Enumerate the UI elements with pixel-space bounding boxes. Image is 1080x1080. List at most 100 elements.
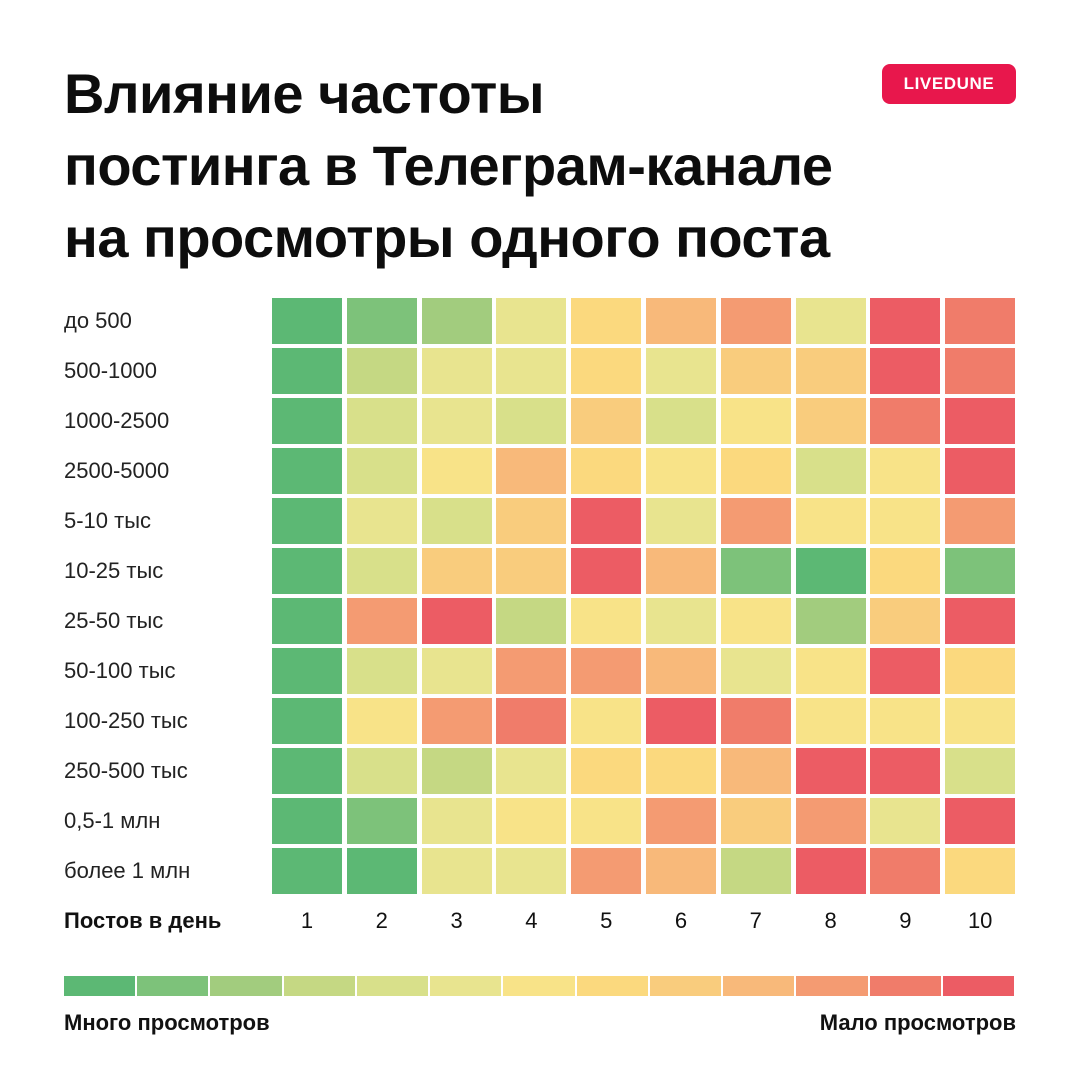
heatmap-cell: [646, 648, 716, 694]
heatmap-cell: [870, 698, 941, 744]
heatmap-cell: [795, 298, 866, 344]
heatmap-cell: [496, 348, 567, 394]
heatmap-cell: [870, 798, 941, 844]
heatmap-cell: [496, 548, 567, 594]
heatmap-cell: [795, 548, 866, 594]
heatmap-cell: [346, 598, 417, 644]
heatmap-cell: [870, 298, 941, 344]
heatmap-cell: [571, 748, 642, 794]
title-line-1: Влияние частоты: [64, 62, 545, 125]
heatmap-cell: [421, 748, 492, 794]
legend-segment: [649, 976, 722, 996]
heatmap-cell: [945, 798, 1016, 844]
heatmap-cell: [496, 848, 567, 894]
legend-high-views-label: Много просмотров: [64, 1010, 270, 1035]
heatmap-cell: [795, 498, 866, 544]
heatmap-cell: [421, 598, 492, 644]
heatmap-cell: [720, 448, 791, 494]
row-label: до 500: [64, 308, 132, 333]
heatmap-cell: [795, 448, 866, 494]
legend-segment: [503, 976, 575, 996]
heatmap-cell: [870, 398, 941, 444]
heatmap-cell: [571, 598, 642, 644]
heatmap-cell: [945, 348, 1016, 394]
heatmap-cell: [646, 448, 716, 494]
x-tick-label: 10: [967, 908, 993, 933]
heatmap-cell: [346, 498, 417, 544]
heatmap-cell: [646, 748, 716, 794]
heatmap-cell: [272, 298, 342, 344]
heatmap-cell: [646, 848, 716, 894]
heatmap-cell: [945, 398, 1016, 444]
legend-segment: [283, 976, 355, 996]
heatmap-cell: [496, 598, 567, 644]
heatmap-cell: [421, 448, 492, 494]
heatmap-cell: [795, 748, 866, 794]
heatmap-cell: [346, 698, 417, 744]
heatmap-cell: [646, 798, 716, 844]
x-tick-label: 7: [749, 908, 762, 933]
heatmap-cell: [571, 698, 642, 744]
row-label: 100-250 тыс: [64, 708, 188, 733]
row-label: 250-500 тыс: [64, 758, 188, 783]
legend-segment: [64, 976, 136, 996]
x-tick-label: 8: [824, 908, 837, 933]
heatmap-cell: [870, 848, 941, 894]
heatmap-cell: [571, 298, 642, 344]
heatmap-cell: [720, 398, 791, 444]
legend-segment: [576, 976, 648, 996]
heatmap-cell: [720, 848, 791, 894]
heatmap-cell: [945, 698, 1016, 744]
row-label: 500-1000: [64, 358, 157, 383]
legend-low-views-label: Мало просмотров: [819, 1010, 1016, 1035]
heatmap-cell: [945, 848, 1016, 894]
x-tick-label: 9: [899, 908, 912, 933]
heatmap-cell: [571, 798, 642, 844]
row-label: более 1 млн: [64, 858, 191, 883]
heatmap-cell: [795, 598, 866, 644]
legend-segment: [869, 976, 941, 996]
row-label: 1000-2500: [64, 408, 170, 433]
row-label: 2500-5000: [64, 458, 170, 483]
heatmap-cell: [870, 548, 941, 594]
heatmap-cell: [346, 398, 417, 444]
legend-segment: [137, 976, 209, 996]
heatmap-cell: [646, 298, 716, 344]
heatmap-cell: [945, 598, 1016, 644]
heatmap-cell: [571, 348, 642, 394]
row-label: 5-10 тыс: [64, 508, 152, 533]
heatmap-cell: [272, 598, 342, 644]
heatmap-cell: [795, 798, 866, 844]
heatmap-cell: [720, 698, 791, 744]
heatmap-cell: [795, 698, 866, 744]
row-label: 0,5-1 млн: [64, 808, 161, 833]
heatmap-cell: [720, 648, 791, 694]
heatmap-cell: [421, 548, 492, 594]
row-label: 50-100 тыс: [64, 658, 176, 683]
heatmap-cell: [272, 348, 342, 394]
heatmap-cell: [421, 648, 492, 694]
heatmap-cell: [870, 498, 941, 544]
heatmap-cell: [346, 298, 417, 344]
heatmap-cell: [571, 648, 642, 694]
heatmap-cell: [272, 448, 342, 494]
heatmap-cell: [346, 448, 417, 494]
heatmap-cell: [272, 398, 342, 444]
heatmap-cell: [421, 348, 492, 394]
heatmap-cell: [945, 448, 1016, 494]
heatmap-cell: [571, 448, 642, 494]
chart-title: Влияние частоты постинга в Телеграм-кана…: [64, 58, 1024, 274]
heatmap-cell: [720, 598, 791, 644]
heatmap-cell: [870, 348, 941, 394]
x-tick-label: 2: [375, 908, 388, 933]
legend-segment: [796, 976, 868, 996]
legend-segment: [430, 976, 502, 996]
heatmap-cell: [346, 348, 417, 394]
heatmap-cell: [795, 348, 866, 394]
x-tick-label: 4: [525, 908, 538, 933]
heatmap-cell: [870, 598, 941, 644]
legend-segment: [210, 976, 282, 996]
heatmap-cell: [571, 498, 642, 544]
x-tick-label: 1: [300, 908, 314, 933]
heatmap-cell: [421, 698, 492, 744]
